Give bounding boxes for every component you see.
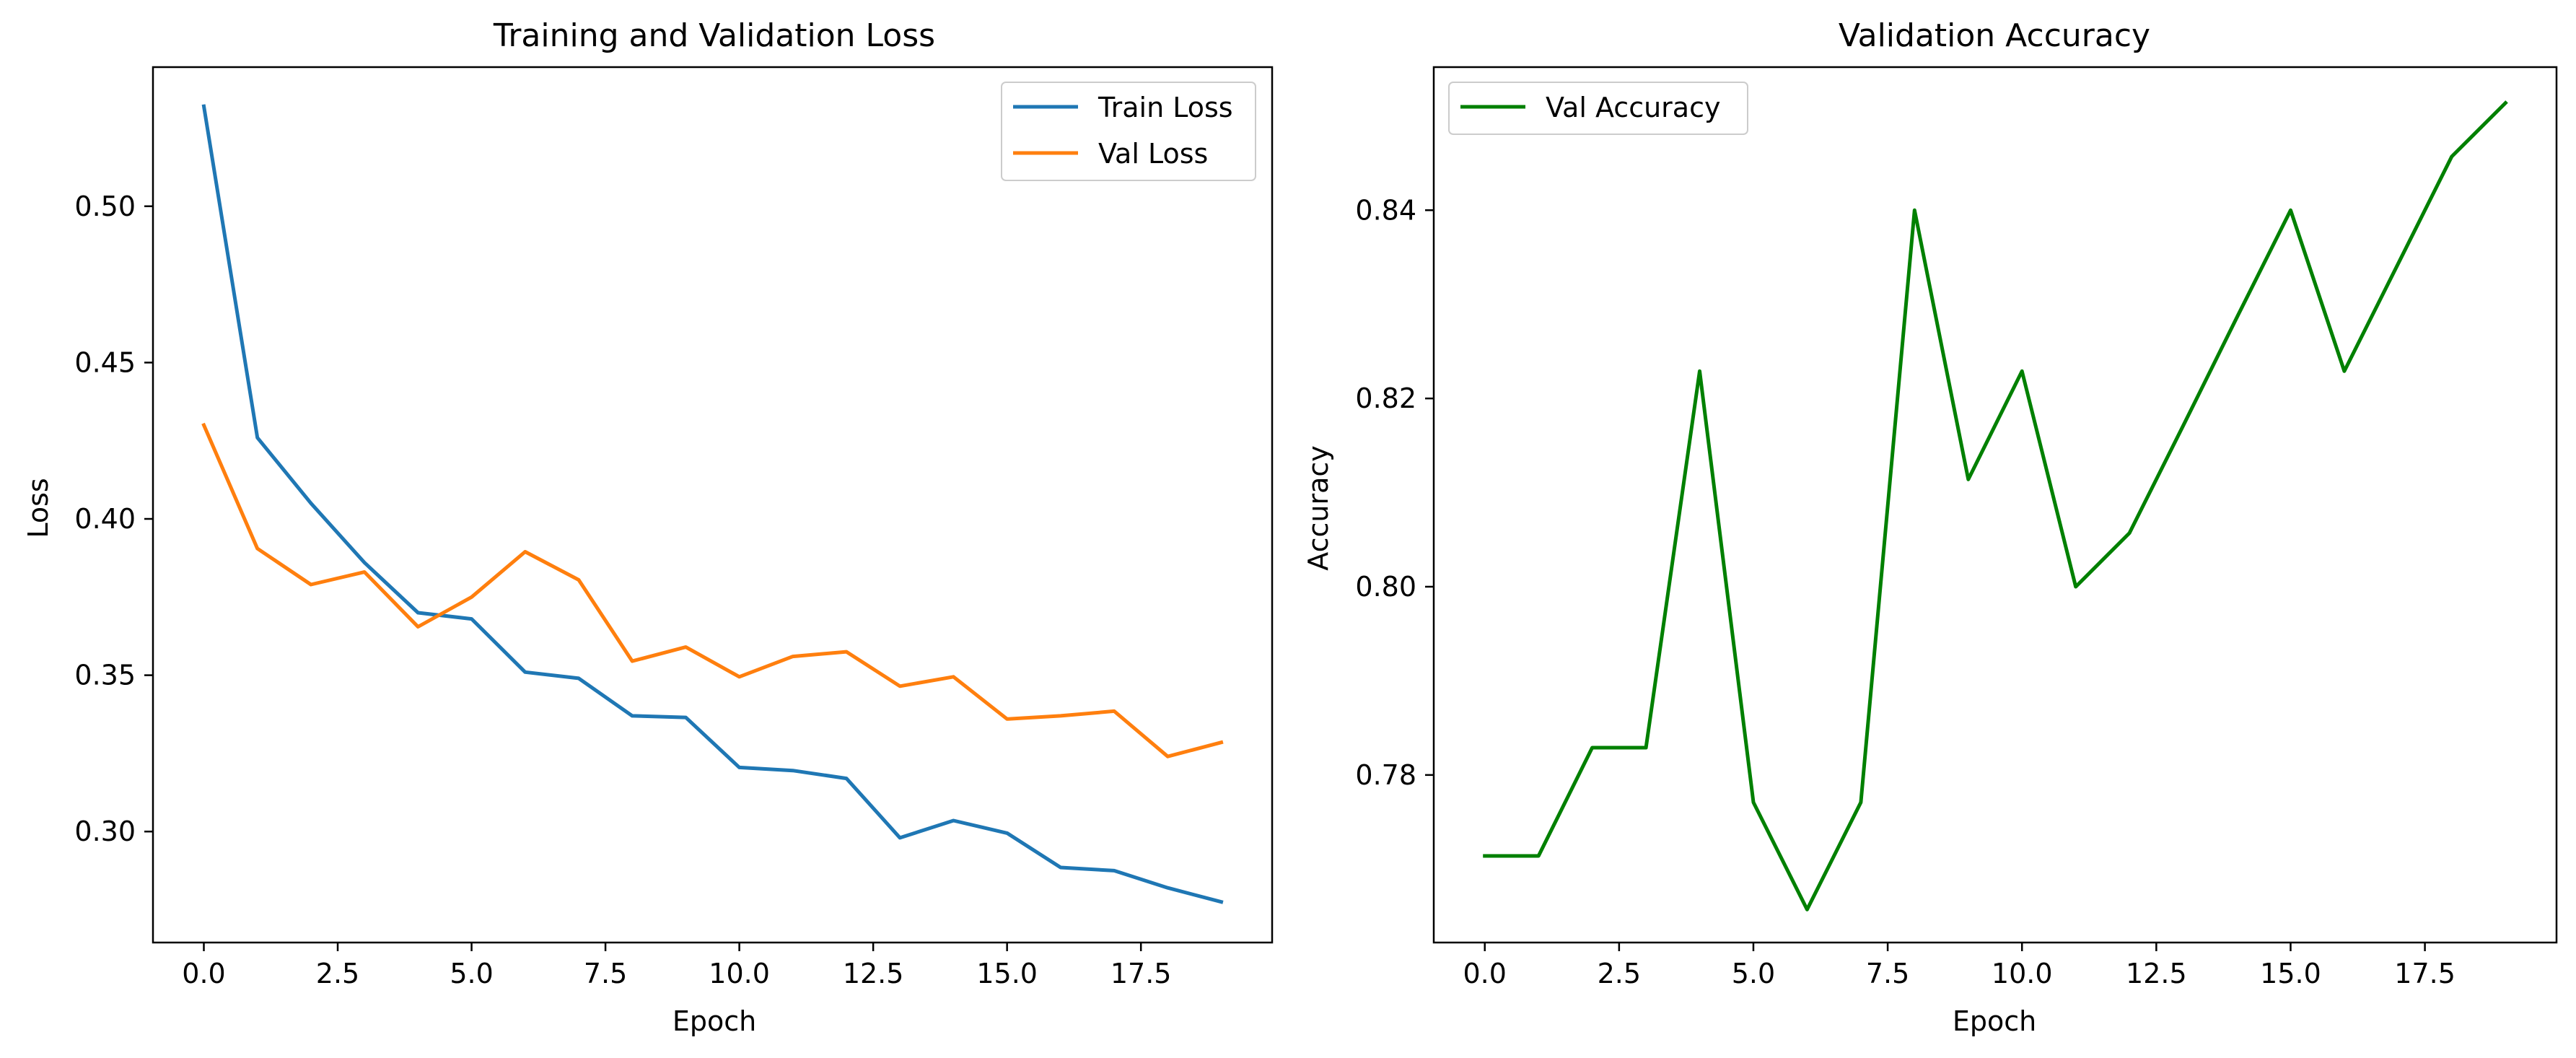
loss-x-tick-label: 17.5 xyxy=(1110,958,1172,989)
series-line-val-loss xyxy=(201,422,1224,758)
loss-chart-title: Training and Validation Loss xyxy=(493,17,935,54)
accuracy-x-axis-label: Epoch xyxy=(1953,1005,2036,1037)
accuracy-y-axis-label: Accuracy xyxy=(1302,445,1334,571)
loss-x-tick-label: 0.0 xyxy=(182,958,225,989)
loss-y-tick-label: 0.45 xyxy=(74,346,136,378)
accuracy-legend-frame xyxy=(1448,82,1748,135)
accuracy-plot-area: 0.0 2.5 5.0 7.5 10.0 12.5 15.0 17.5 0.78 0.80 0.82… xyxy=(1355,66,2558,989)
loss-x-axis-label: Epoch xyxy=(673,1005,756,1037)
loss-legend: Train Loss Val Loss xyxy=(1001,82,1256,181)
accuracy-x-tick-label: 12.5 xyxy=(2126,958,2187,989)
loss-x-tick-label: 7.5 xyxy=(584,958,627,989)
series-line-val-accuracy xyxy=(1483,100,2508,911)
loss-x-tick-label: 15.0 xyxy=(976,958,1038,989)
loss-x-tick-label: 12.5 xyxy=(843,958,904,989)
accuracy-legend: Val Accuracy xyxy=(1448,82,1748,135)
accuracy-y-tick-label: 0.84 xyxy=(1355,194,1416,226)
accuracy-y-tick-label: 0.82 xyxy=(1355,382,1416,414)
loss-chart: Training and Validation Loss 0.0 2.5 5.0 7.… xyxy=(22,17,1274,1037)
loss-x-tick-label: 5.0 xyxy=(450,958,493,989)
accuracy-y-tick-label: 0.80 xyxy=(1355,571,1416,603)
accuracy-chart: Validation Accuracy 0.0 2.5 5.0 7.5 10.0 12.5… xyxy=(1302,17,2558,1037)
loss-y-tick-label: 0.35 xyxy=(74,660,136,691)
accuracy-x-tick-label: 0.0 xyxy=(1463,958,1507,989)
loss-x-tick-label: 2.5 xyxy=(316,958,359,989)
legend-label-train-loss: Train Loss xyxy=(1098,92,1233,123)
accuracy-chart-title: Validation Accuracy xyxy=(1839,17,2150,54)
loss-y-tick-label: 0.50 xyxy=(74,191,136,222)
accuracy-y-tick-label: 0.78 xyxy=(1355,759,1416,791)
accuracy-x-tick-label: 17.5 xyxy=(2394,958,2455,989)
legend-label-val-accuracy: Val Accuracy xyxy=(1546,92,1720,123)
accuracy-x-tick-label: 10.0 xyxy=(1992,958,2053,989)
accuracy-x-tick-label: 7.5 xyxy=(1866,958,1909,989)
legend-label-val-loss: Val Loss xyxy=(1098,138,1208,170)
loss-x-tick-label: 10.0 xyxy=(709,958,770,989)
loss-y-tick-label: 0.40 xyxy=(74,503,136,535)
series-line-train-loss xyxy=(201,104,1224,904)
accuracy-x-tick-label: 15.0 xyxy=(2260,958,2321,989)
accuracy-x-tick-label: 5.0 xyxy=(1732,958,1775,989)
loss-axes-frame xyxy=(152,66,1274,944)
loss-y-tick-label: 0.30 xyxy=(74,816,136,847)
accuracy-x-tick-label: 2.5 xyxy=(1598,958,1641,989)
loss-plot-area: 0.0 2.5 5.0 7.5 10.0 12.5 15.0 17.5 0.30 0.35 0.40… xyxy=(74,66,1274,989)
accuracy-axes-frame xyxy=(1432,66,2558,944)
loss-y-axis-label: Loss xyxy=(22,478,54,538)
